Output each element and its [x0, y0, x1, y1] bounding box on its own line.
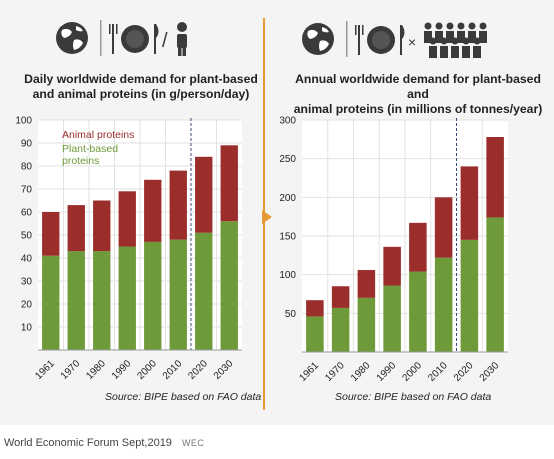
left-chart-bar-animal-1990 [118, 191, 136, 247]
left-chart-bar-plant-2010 [169, 239, 187, 350]
icon-separator-slash: / [162, 30, 168, 52]
right-chart-bar-animal-1980 [357, 270, 376, 298]
left-chart-title-line-2: and animal proteins (in g/person/day) [32, 87, 250, 101]
left-chart-bar-animal-1970 [67, 205, 85, 252]
footer-credit: World Economic Forum Sept,2019 WEC [4, 437, 204, 449]
right-chart-x-tick-label: 1961 [297, 360, 321, 384]
fork-plate-knife-icon [355, 25, 405, 55]
icon-separator-line [346, 21, 348, 57]
panel-divider-arrow-icon [262, 210, 272, 224]
right-chart-y-tick-label: 250 [279, 154, 296, 165]
left-chart-legend-plant: proteins [62, 155, 99, 167]
right-chart-y-tick-label: 200 [279, 193, 296, 204]
left-chart-bar-plant-2000 [144, 241, 162, 350]
right-chart-bar-plant-1980 [357, 297, 376, 352]
left-chart-bar-plant-2030 [220, 221, 238, 350]
icon-separator-times: × [408, 34, 416, 50]
right-chart-bar-animal-1990 [383, 246, 401, 286]
left-chart-bar-animal-2010 [169, 170, 187, 240]
left-chart-y-tick-label: 30 [21, 277, 33, 288]
right-chart-bar-plant-2010 [434, 257, 453, 352]
left-chart-bar-animal-2030 [220, 145, 238, 222]
right-chart-y-tick-label: 50 [285, 309, 297, 320]
right-chart-bar-plant-2000 [409, 271, 427, 352]
right-chart-bar-animal-1961 [306, 300, 324, 317]
left-chart-bar-plant-1990 [118, 246, 136, 350]
right-chart-bar-plant-1970 [331, 307, 350, 352]
left-chart-bar-animal-2020 [195, 156, 213, 233]
right-chart-x-tick-label: 1990 [375, 360, 399, 384]
right-chart-title-line-2: animal proteins (in millions of tonnes/y… [293, 102, 543, 116]
right-chart-x-tick-label: 2000 [400, 360, 424, 384]
left-chart-legend-animal: Animal proteins [62, 129, 134, 141]
right-chart-bar-animal-2020 [460, 166, 479, 240]
footer-credit-text: World Economic Forum Sept,2019 [4, 437, 172, 449]
footer-tag: WEC [181, 438, 205, 448]
globe-icon [302, 23, 334, 55]
left-chart-source: Source: BIPE based on FAO data [105, 391, 262, 403]
left-chart-y-tick-label: 70 [21, 185, 33, 196]
left-chart-y-tick-label: 20 [21, 300, 33, 311]
left-chart-y-tick-label: 50 [21, 231, 33, 242]
right-chart-bar-animal-2030 [486, 137, 504, 218]
right-chart-bar-animal-1970 [331, 286, 350, 308]
right-chart-bar-plant-1990 [383, 285, 401, 352]
right-chart-x-tick-label: 1970 [323, 360, 347, 384]
crowd-icon [424, 22, 487, 58]
left-chart-y-tick-label: 10 [21, 323, 33, 334]
left-chart-bar-animal-1980 [93, 200, 111, 252]
right-chart-bar-plant-2030 [486, 217, 504, 352]
left-chart-legend-plant: Plant-based [62, 143, 118, 155]
left-chart-y-tick-label: 80 [21, 162, 33, 173]
globe-icon [56, 22, 88, 54]
icon-separator-line [100, 20, 102, 56]
fork-plate-knife-icon [109, 24, 159, 54]
right-chart-y-tick-label: 100 [279, 270, 296, 281]
left-chart-bar-plant-1980 [93, 251, 111, 350]
right-icon-group: × [302, 21, 487, 58]
right-chart-bar-plant-1961 [306, 316, 324, 352]
left-icon-group: / [56, 20, 187, 56]
right-chart-x-tick-label: 2020 [452, 360, 476, 384]
left-chart-bar-animal-2000 [144, 179, 162, 242]
right-chart-source: Source: BIPE based on FAO data [335, 391, 492, 403]
right-chart-y-tick-label: 150 [279, 232, 296, 243]
person-icon [177, 22, 187, 56]
left-chart-bar-plant-2020 [195, 232, 213, 350]
right-chart-bar-plant-2020 [460, 239, 479, 352]
right-bar-chart: 50 100 150 200 250 300 1961 1970 1980 1990 2000 201… [279, 116, 508, 384]
left-chart-y-tick-label: 60 [21, 208, 33, 219]
left-chart-bar-plant-1970 [67, 251, 85, 350]
left-chart-bar-animal-1961 [42, 212, 60, 256]
right-chart-bar-animal-2000 [409, 222, 427, 272]
left-chart-title: Daily worldwide demand for plant-based a… [6, 72, 276, 102]
right-chart-y-tick-label: 300 [279, 116, 296, 127]
left-chart-y-tick-label: 90 [21, 139, 33, 150]
right-chart-x-tick-label: 1980 [349, 360, 373, 384]
left-chart-y-tick-label: 40 [21, 254, 33, 265]
right-chart-bar-animal-2010 [434, 197, 453, 258]
right-chart-title: Annual worldwide demand for plant-based … [286, 72, 550, 117]
right-chart-x-tick-label: 2030 [478, 360, 502, 384]
left-chart-bar-plant-1961 [42, 255, 60, 350]
right-chart-title-line-1: Annual worldwide demand for plant-based … [295, 72, 541, 101]
right-chart-x-tick-label: 2010 [426, 360, 450, 384]
left-chart-y-tick-label: 100 [15, 116, 32, 127]
left-chart-title-line-1: Daily worldwide demand for plant-based [24, 72, 258, 86]
